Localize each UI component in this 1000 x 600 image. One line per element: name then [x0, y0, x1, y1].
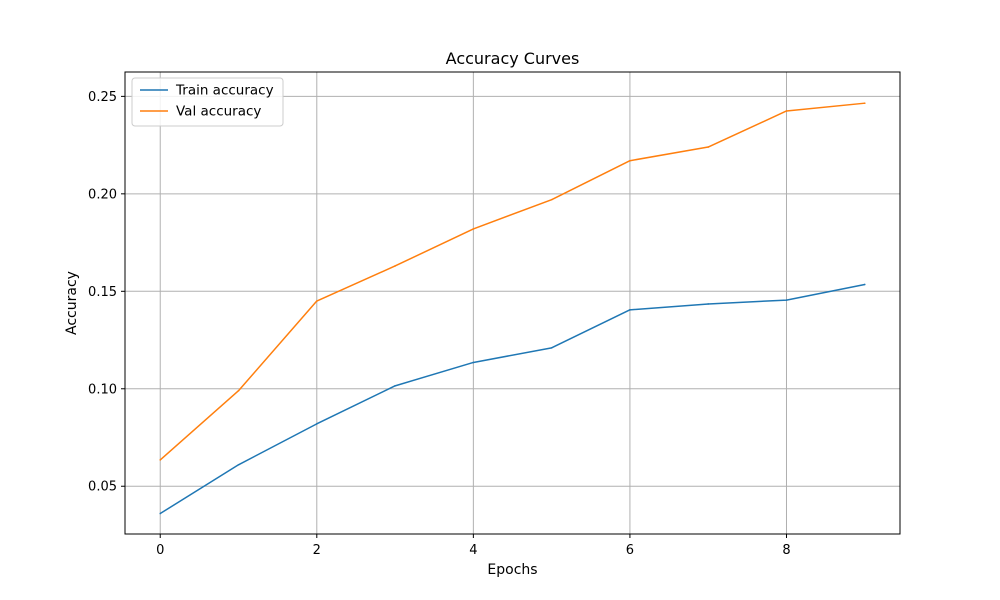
data-point-train-accuracy — [707, 303, 710, 305]
data-point-train-accuracy — [315, 423, 318, 425]
data-point-val-accuracy — [472, 228, 475, 230]
data-point-val-accuracy — [550, 198, 553, 201]
y-tick-label: 0.15 — [88, 285, 117, 300]
x-tick-label: 6 — [626, 543, 634, 558]
data-point-train-accuracy — [472, 361, 475, 364]
y-tick-label: 0.05 — [88, 480, 117, 495]
data-point-train-accuracy — [863, 283, 866, 286]
y-tick-label: 0.20 — [88, 187, 117, 202]
x-tick-label: 8 — [782, 543, 790, 558]
data-point-train-accuracy — [550, 347, 553, 349]
data-point-val-accuracy — [315, 300, 318, 302]
series-line-val-accuracy — [159, 102, 865, 461]
data-point-val-accuracy — [629, 159, 631, 162]
legend-label: Train accuracy — [175, 83, 274, 99]
grid-lines — [125, 72, 900, 534]
data-point-train-accuracy — [237, 463, 240, 466]
data-point-train-accuracy — [629, 309, 631, 311]
legend: Train accuracy Val accuracy — [131, 77, 284, 127]
legend-box — [131, 77, 284, 127]
data-series — [159, 102, 866, 515]
data-point-train-accuracy — [394, 385, 396, 387]
legend-label: Val accuracy — [176, 104, 261, 120]
y-tick-label: 0.25 — [88, 90, 117, 105]
data-point-val-accuracy — [237, 389, 240, 392]
x-tick-label: 2 — [313, 543, 321, 558]
data-point-train-accuracy — [785, 299, 788, 301]
data-point-val-accuracy — [159, 459, 162, 461]
data-point-train-accuracy — [159, 512, 162, 515]
data-point-val-accuracy — [863, 102, 866, 104]
x-tick-label: 0 — [156, 543, 164, 558]
data-point-val-accuracy — [707, 146, 710, 148]
data-point-val-accuracy — [394, 265, 396, 267]
series-line-train-accuracy — [159, 283, 865, 515]
data-point-val-accuracy — [785, 110, 788, 112]
y-tick-label: 0.10 — [88, 382, 117, 397]
x-tick-label: 4 — [469, 543, 477, 558]
axes-frame — [124, 71, 901, 535]
y-axis-label: Accuracy — [64, 271, 80, 335]
chart-title: Accuracy Curves — [446, 49, 580, 68]
x-axis-label: Epochs — [487, 562, 537, 578]
axis-ticks: 0 2 4 6 8 0.05 0.10 0.15 0.20 0.25 — [88, 90, 791, 558]
